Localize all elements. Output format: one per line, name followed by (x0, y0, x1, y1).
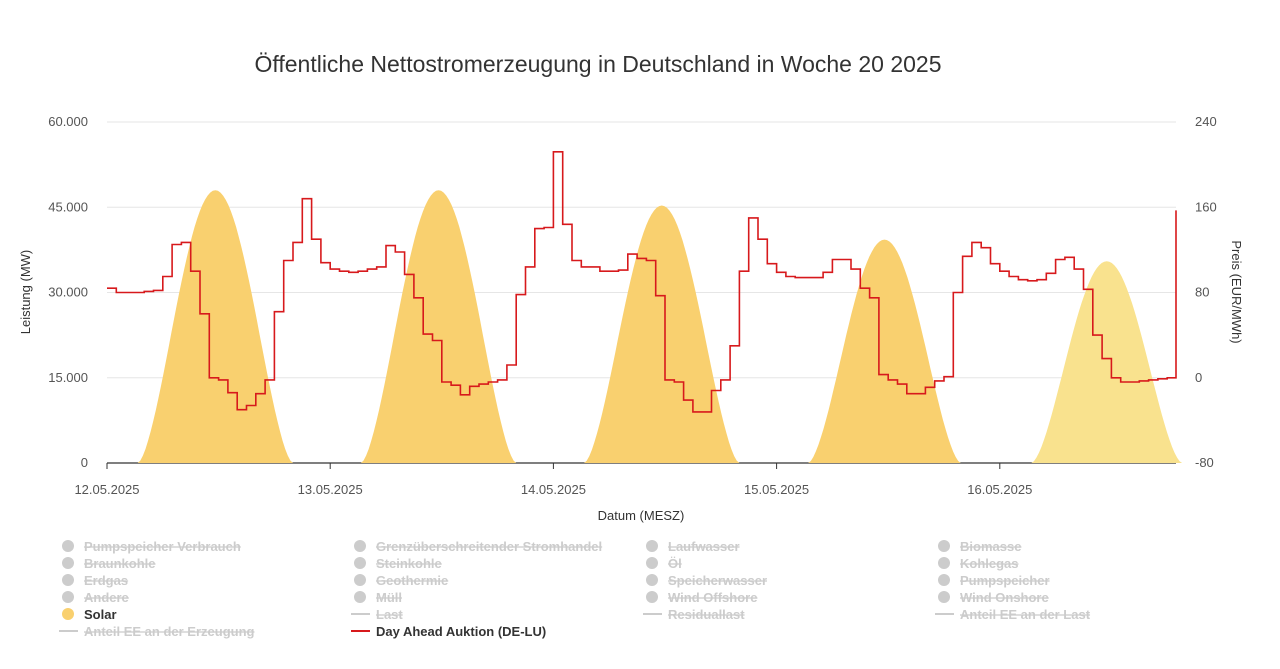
x-tick-label: 13.05.2025 (298, 482, 363, 497)
x-tick-label: 15.05.2025 (744, 482, 809, 497)
legend-label: Braunkohle (84, 556, 156, 571)
solar-area-13.05.2025[interactable] (360, 190, 517, 463)
legend-label: Müll (376, 590, 402, 605)
chart-title: Öffentliche Nettostromerzeugung in Deuts… (254, 51, 941, 77)
y2-tick-label: -80 (1195, 455, 1214, 470)
solar-area-15.05.2025[interactable] (808, 239, 961, 463)
legend-item[interactable]: Wind Onshore (938, 590, 1049, 605)
legend-label: Biomasse (960, 539, 1021, 554)
legend-label: Grenzüberschreitender Stromhandel (376, 539, 602, 554)
legend-label: Erdgas (84, 573, 128, 588)
x-tick-label: 16.05.2025 (967, 482, 1032, 497)
legend-label: Anteil EE an der Erzeugung (84, 624, 255, 639)
legend-marker-circle (354, 591, 366, 603)
chart-legend: Pumpspeicher Verbrauch Grenzüberschreiten… (59, 539, 1091, 639)
legend-marker-circle (646, 540, 658, 552)
solar-area-series[interactable] (137, 190, 1183, 464)
legend-label: Pumpspeicher (960, 573, 1050, 588)
legend-label: Day Ahead Auktion (DE-LU) (376, 624, 546, 639)
legend-marker-circle (354, 540, 366, 552)
legend-label: Pumpspeicher Verbrauch (84, 539, 241, 554)
y-axis-left-ticks: 0 15.000 30.000 45.000 60.000 (48, 114, 88, 470)
legend-marker-circle (938, 574, 950, 586)
legend-label: Geothermie (376, 573, 448, 588)
x-axis-ticks: 12.05.2025 13.05.2025 14.05.2025 15.05.2025… (74, 463, 1032, 497)
y2-tick-label: 240 (1195, 114, 1217, 129)
legend-item[interactable]: Müll (354, 590, 402, 605)
price-step-line[interactable] (107, 151, 1177, 413)
legend-item[interactable]: Anteil EE an der Last (935, 607, 1091, 622)
x-axis-title: Datum (MESZ) (598, 508, 685, 523)
legend-item[interactable]: Braunkohle (62, 556, 156, 571)
y-tick-label: 0 (81, 455, 88, 470)
legend-item[interactable]: Erdgas (62, 573, 128, 588)
legend-label: Wind Onshore (960, 590, 1049, 605)
price-line-series[interactable] (107, 151, 1177, 413)
y-tick-label: 30.000 (48, 285, 88, 300)
legend-label: Last (376, 607, 403, 622)
x-tick-label: 12.05.2025 (74, 482, 139, 497)
legend-item[interactable]: Residuallast (643, 607, 745, 622)
legend-item[interactable]: Kohlegas (938, 556, 1019, 571)
solar-area-16.05.2025[interactable] (1031, 261, 1183, 463)
legend-item[interactable]: Laufwasser (646, 539, 740, 554)
legend-marker-circle (62, 574, 74, 586)
legend-marker-circle (646, 574, 658, 586)
legend-item[interactable]: Wind Offshore (646, 590, 757, 605)
legend-marker-circle (62, 591, 74, 603)
legend-item[interactable]: Solar (62, 607, 117, 622)
legend-marker-circle (646, 591, 658, 603)
y2-tick-label: 0 (1195, 370, 1202, 385)
solar-area-12.05.2025[interactable] (137, 190, 293, 463)
legend-label: Kohlegas (960, 556, 1019, 571)
y-axis-right-ticks: -80 0 80 160 240 (1195, 114, 1217, 470)
legend-label: Solar (84, 607, 117, 622)
legend-item[interactable]: Öl (646, 556, 682, 571)
legend-marker-circle (354, 557, 366, 569)
y-axis-left-title: Leistung (MW) (18, 250, 33, 335)
legend-item[interactable]: Pumpspeicher (938, 573, 1050, 588)
legend-item[interactable]: Biomasse (938, 539, 1021, 554)
x-tick-label: 14.05.2025 (521, 482, 586, 497)
y-tick-label: 15.000 (48, 370, 88, 385)
y-axis-right-title: Preis (EUR/MWh) (1229, 240, 1244, 343)
legend-item[interactable]: Geothermie (354, 573, 448, 588)
legend-marker-circle (354, 574, 366, 586)
legend-item[interactable]: Anteil EE an der Erzeugung (59, 624, 255, 639)
legend-label: Wind Offshore (668, 590, 757, 605)
y-tick-label: 45.000 (48, 199, 88, 214)
y-tick-label: 60.000 (48, 114, 88, 129)
legend-marker-circle (938, 591, 950, 603)
legend-label: Speicherwasser (668, 573, 767, 588)
legend-item[interactable]: Steinkohle (354, 556, 442, 571)
legend-item[interactable]: Last (351, 607, 403, 622)
legend-label: Andere (84, 590, 129, 605)
legend-label: Laufwasser (668, 539, 740, 554)
solar-area-14.05.2025[interactable] (584, 205, 740, 464)
legend-marker-circle (62, 557, 74, 569)
legend-item[interactable]: Grenzüberschreitender Stromhandel (354, 539, 602, 554)
legend-marker-circle (646, 557, 658, 569)
legend-marker-circle (938, 540, 950, 552)
legend-item[interactable]: Day Ahead Auktion (DE-LU) (351, 624, 546, 639)
legend-label: Residuallast (668, 607, 745, 622)
legend-item[interactable]: Andere (62, 590, 129, 605)
legend-marker-circle (62, 608, 74, 620)
y2-tick-label: 160 (1195, 199, 1217, 214)
legend-label: Steinkohle (376, 556, 442, 571)
legend-marker-circle (938, 557, 950, 569)
legend-label: Öl (668, 556, 682, 571)
legend-marker-circle (62, 540, 74, 552)
y2-tick-label: 80 (1195, 285, 1209, 300)
legend-label: Anteil EE an der Last (960, 607, 1091, 622)
legend-item[interactable]: Speicherwasser (646, 573, 767, 588)
legend-item[interactable]: Pumpspeicher Verbrauch (62, 539, 241, 554)
